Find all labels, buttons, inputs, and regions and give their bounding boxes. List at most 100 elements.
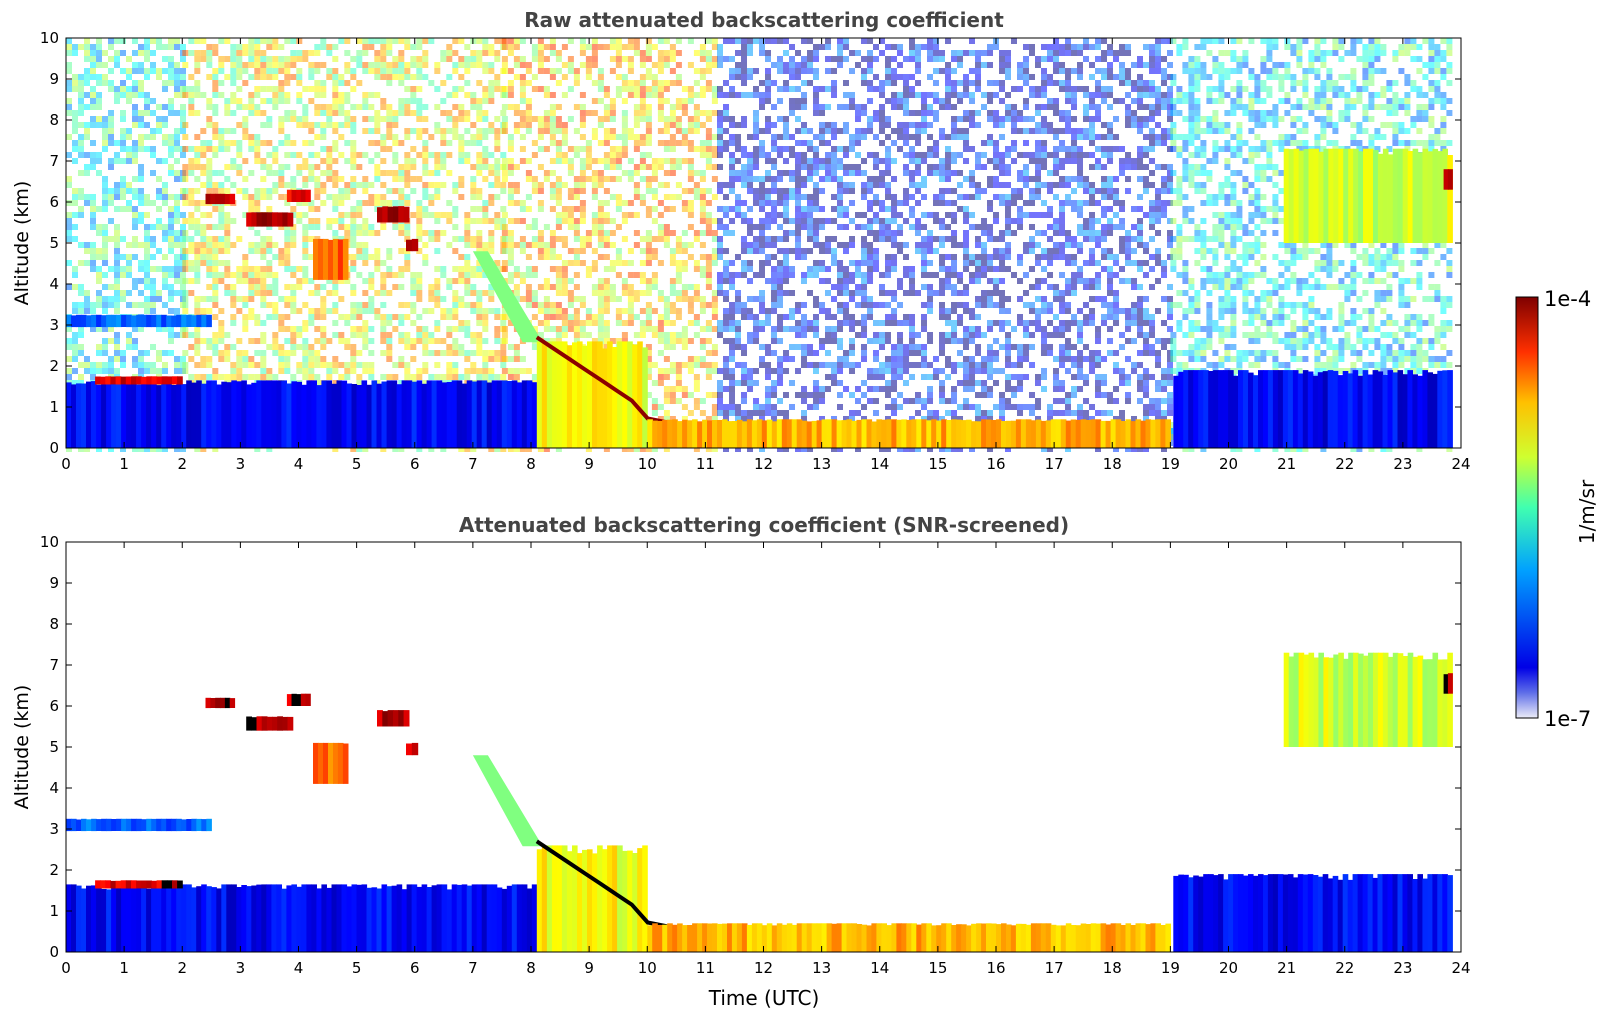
noise-cell — [651, 254, 658, 260]
noise-cell — [507, 356, 514, 362]
noise-cell — [795, 50, 801, 56]
noise-cell — [675, 158, 682, 164]
noise-cell — [723, 38, 729, 44]
noise-cell — [555, 200, 562, 206]
noise-cell — [78, 134, 84, 140]
noise-cell — [272, 68, 279, 74]
noise-cell — [657, 116, 664, 122]
noise-cell — [356, 242, 363, 248]
noise-cell — [356, 302, 363, 308]
noise-cell — [422, 152, 429, 158]
noise-cell — [519, 116, 526, 122]
noise-cell — [114, 332, 120, 338]
noise-cell — [801, 182, 807, 188]
noise-cell — [500, 206, 507, 212]
noise-cell — [519, 92, 526, 98]
noise-cell — [386, 110, 393, 116]
noise-cell — [549, 266, 556, 272]
noise-cell — [567, 170, 574, 176]
noise-cell — [150, 266, 156, 272]
noise-cell — [507, 188, 514, 194]
noise-cell — [753, 188, 759, 194]
noise-cell — [374, 380, 381, 386]
noise-cell — [603, 152, 610, 158]
noise-cell — [723, 296, 729, 302]
noise-cell — [771, 290, 777, 296]
noise-cell — [573, 146, 580, 152]
noise-cell — [254, 338, 261, 344]
noise-cell — [494, 338, 501, 344]
noise-cell — [669, 146, 676, 152]
noise-cell — [741, 350, 747, 356]
noise-cell — [843, 44, 849, 50]
noise-cell — [651, 332, 658, 338]
noise-cell — [753, 134, 759, 140]
noise-cell — [380, 170, 387, 176]
noise-cell — [84, 260, 90, 266]
noise-cell — [759, 362, 765, 368]
noise-cell — [597, 116, 604, 122]
noise-cell — [266, 242, 273, 248]
noise-cell — [669, 140, 676, 146]
noise-cell — [597, 326, 604, 332]
noise-cell — [284, 302, 291, 308]
noise-cell — [476, 140, 483, 146]
noise-cell — [795, 170, 801, 176]
noise-cell — [555, 146, 562, 152]
noise-cell — [573, 206, 580, 212]
noise-cell — [350, 146, 357, 152]
noise-cell — [543, 116, 550, 122]
noise-cell — [747, 92, 753, 98]
noise-cell — [777, 200, 783, 206]
noise-cell — [156, 44, 162, 50]
noise-cell — [549, 248, 556, 254]
noise-cell — [230, 50, 237, 56]
noise-cell — [579, 242, 586, 248]
noise-cell — [224, 128, 231, 134]
noise-cell — [501, 68, 508, 74]
noise-cell — [555, 332, 562, 338]
noise-cell — [168, 74, 174, 80]
noise-cell — [90, 68, 96, 74]
noise-cell — [114, 236, 120, 242]
noise-cell — [272, 242, 279, 248]
noise-cell — [230, 296, 237, 302]
noise-cell — [416, 152, 423, 158]
noise-cell — [120, 194, 126, 200]
noise-cell — [687, 368, 694, 374]
noise-cell — [102, 224, 108, 230]
noise-cell — [639, 158, 646, 164]
noise-cell — [693, 188, 700, 194]
noise-cell — [795, 218, 801, 224]
noise-cell — [108, 302, 114, 308]
noise-cell — [711, 416, 718, 422]
noise-cell — [789, 74, 795, 80]
noise-cell — [66, 176, 72, 182]
noise-cell — [476, 170, 483, 176]
noise-cell — [837, 380, 843, 386]
noise-cell — [699, 302, 706, 308]
noise-cell — [114, 224, 120, 230]
noise-cell — [729, 260, 735, 266]
noise-cell — [272, 152, 279, 158]
noise-cell — [162, 302, 168, 308]
noise-cell — [386, 128, 393, 134]
noise-cell — [302, 122, 309, 128]
noise-cell — [470, 122, 477, 128]
noise-cell — [837, 326, 843, 332]
noise-cell — [218, 146, 225, 152]
noise-cell — [362, 302, 369, 308]
noise-cell — [344, 344, 351, 350]
noise-cell — [428, 182, 435, 188]
noise-cell — [771, 200, 777, 206]
noise-cell — [639, 140, 646, 146]
noise-cell — [687, 302, 694, 308]
noise-cell — [525, 80, 532, 86]
noise-cell — [320, 308, 327, 314]
noise-cell — [218, 170, 225, 176]
noise-cell — [248, 74, 255, 80]
noise-cell — [555, 68, 562, 74]
noise-cell — [645, 326, 652, 332]
noise-cell — [639, 110, 646, 116]
noise-cell — [813, 146, 819, 152]
